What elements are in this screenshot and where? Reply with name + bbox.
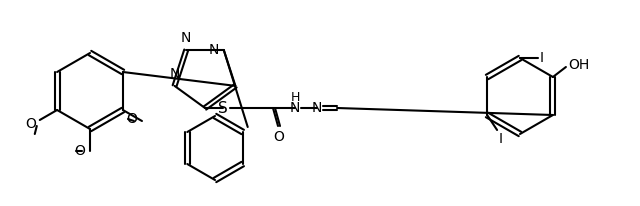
Text: N: N — [181, 31, 191, 45]
Text: O: O — [273, 130, 284, 144]
Text: H: H — [291, 91, 300, 104]
Text: N: N — [312, 101, 322, 115]
Text: N: N — [290, 101, 300, 115]
Text: N: N — [209, 43, 219, 57]
Text: I: I — [499, 132, 503, 146]
Text: OH: OH — [568, 58, 589, 72]
Text: O: O — [25, 117, 36, 131]
Text: S: S — [218, 101, 228, 116]
Text: O: O — [126, 112, 137, 126]
Text: O: O — [74, 144, 85, 158]
Text: I: I — [540, 51, 544, 65]
Text: N: N — [170, 67, 180, 81]
